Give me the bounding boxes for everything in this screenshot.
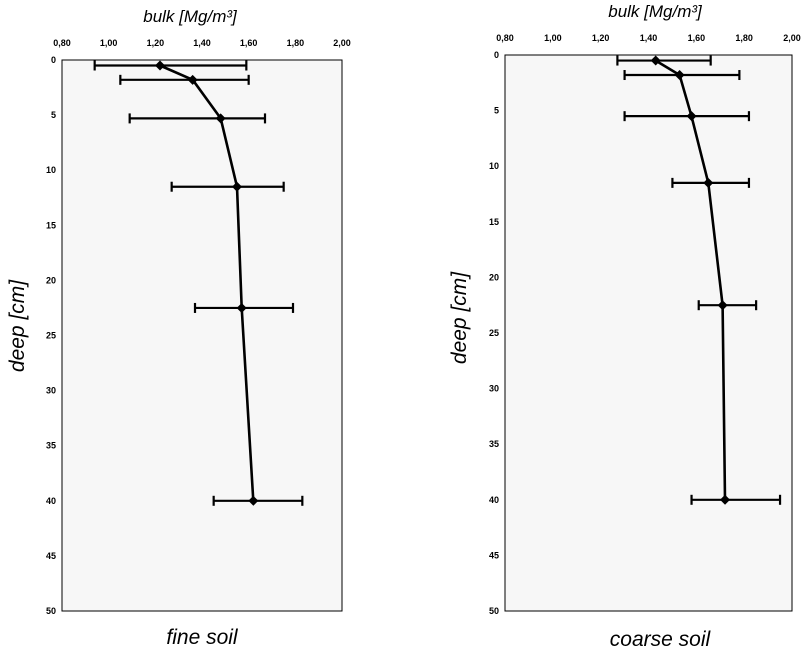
error-bar [128,113,267,124]
y-tick-label: 10 [46,165,56,175]
y-tick-labels: 0 5 10 15 20 25 30 35 40 45 50 [46,55,56,616]
data-point [650,55,661,66]
data-point [236,302,247,313]
x-tick-label: 1,00 [100,38,118,48]
y-tick-label: 15 [489,217,499,227]
data-point [674,70,685,81]
chart-fine-soil: bulk [Mg/m³] deep [cm] fine soil 0,80 1,0… [6,7,351,649]
y-axis-label: deep [cm] [448,271,471,364]
y-tick-label: 35 [489,439,499,449]
y-tick-label: 5 [494,106,499,116]
x-tick-label: 1,60 [688,33,706,43]
data-point [717,300,728,311]
x-tick-label: 2,00 [333,38,351,48]
y-tick-label: 50 [489,606,499,616]
y-tick-label: 10 [489,161,499,171]
y-tick-label: 45 [489,550,499,560]
x-tick-label: 1,80 [735,33,753,43]
chart-coarse-soil: bulk [Mg/m³] deep [cm] coarse soil 0,80 1… [448,2,801,651]
y-tick-label: 35 [46,441,56,451]
plot-area [61,59,343,612]
chart-title: bulk [Mg/m³] [143,7,238,26]
y-tick-label: 45 [46,551,56,561]
y-tick-label: 30 [46,386,56,396]
series-group [616,55,782,505]
x-tick-label: 1,20 [592,33,610,43]
x-tick-label: 1,00 [544,33,562,43]
error-bar [690,494,782,505]
y-tick-label: 40 [489,495,499,505]
y-tick-label: 15 [46,220,56,230]
y-tick-label: 25 [46,331,56,341]
data-point [215,113,226,124]
x-tick-label: 0,80 [53,38,71,48]
data-point [720,494,731,505]
series-group [93,60,304,506]
x-tick-label: 1,20 [147,38,165,48]
series-line [159,64,255,501]
y-tick-label: 20 [489,272,499,282]
y-tick-label: 30 [489,384,499,394]
x-tick-labels: 0,80 1,00 1,20 1,40 1,60 1,80 2,00 [496,33,801,43]
x-tick-label: 1,60 [240,38,258,48]
error-bar [119,74,250,85]
y-tick-labels: 0 5 10 15 20 25 30 35 40 45 50 [489,50,499,616]
error-bar [170,181,285,192]
y-tick-label: 0 [494,50,499,60]
y-tick-label: 25 [489,328,499,338]
x-tick-labels: 0,80 1,00 1,20 1,40 1,60 1,80 2,00 [53,38,351,48]
y-tick-label: 0 [51,55,56,65]
data-point [703,177,714,188]
chart-caption: coarse soil [610,628,712,651]
chart-caption: fine soil [166,626,239,649]
data-point [248,495,259,506]
data-point [187,74,198,85]
y-tick-label: 40 [46,496,56,506]
data-point [686,111,697,122]
data-point [232,181,242,192]
y-tick-label: 20 [46,275,56,285]
error-bar [93,60,248,71]
plot-area [504,54,793,612]
x-tick-label: 1,40 [640,33,658,43]
series-line [655,59,727,500]
error-bar [616,55,712,66]
x-tick-label: 1,40 [193,38,211,48]
y-tick-label: 50 [46,606,56,616]
y-axis-label: deep [cm] [6,279,29,372]
y-tick-label: 5 [51,110,56,120]
x-tick-label: 0,80 [496,33,514,43]
x-tick-label: 1,80 [287,38,305,48]
data-point [155,60,165,71]
chart-title: bulk [Mg/m³] [608,2,703,21]
x-tick-label: 2,00 [783,33,801,43]
